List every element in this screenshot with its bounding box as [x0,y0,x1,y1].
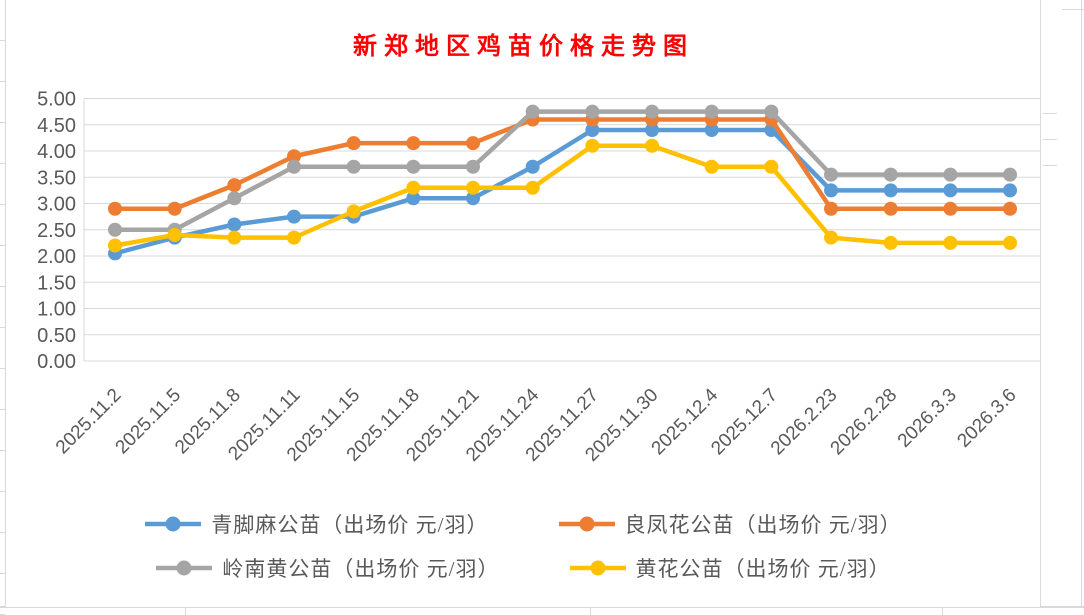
legend-item-lingnanhuang: 岭南黄公苗（出场价 元/羽） [156,553,499,583]
legend-label: 黄花公苗（出场价 元/羽） [635,557,891,581]
legend-line-marker-icon [156,560,213,576]
worksheet-gridline-stub [1062,9,1084,10]
legend-label: 青脚麻公苗（出场价 元/羽） [211,513,489,537]
worksheet-row-gridlines-right [1043,88,1057,188]
worksheet-gridline-stub [942,608,943,615]
legend-item-huanghua: 黄花公苗（出场价 元/羽） [569,553,891,583]
worksheet-gridline-stub [590,608,591,615]
chart-object[interactable] [5,0,1041,608]
legend-item-qingjiaoma: 青脚麻公苗（出场价 元/羽） [145,509,488,539]
legend-item-liangfenghua: 良凤花公苗（出场价 元/羽） [558,509,902,539]
worksheet-row-gridlines-left [0,0,5,615]
worksheet-gridline-stub [185,608,186,615]
legend-line-marker-icon [145,516,202,532]
legend-line-marker-icon [569,560,626,576]
legend-label: 良凤花公苗（出场价 元/羽） [624,513,902,537]
chart-title: 新郑地区鸡苗价格走势图 [353,34,694,60]
legend-row-2: 岭南黄公苗（出场价 元/羽） 黄花公苗（出场价 元/羽） [5,552,1042,584]
legend-line-marker-icon [558,516,615,532]
legend-row-1: 青脚麻公苗（出场价 元/羽） 良凤花公苗（出场价 元/羽） [5,508,1042,540]
chart-legend: 青脚麻公苗（出场价 元/羽） 良凤花公苗（出场价 元/羽） 岭南黄公苗（出场价 … [5,508,1042,596]
legend-label: 岭南黄公苗（出场价 元/羽） [222,557,500,581]
worksheet-column-gridline-right [1081,0,1082,607]
